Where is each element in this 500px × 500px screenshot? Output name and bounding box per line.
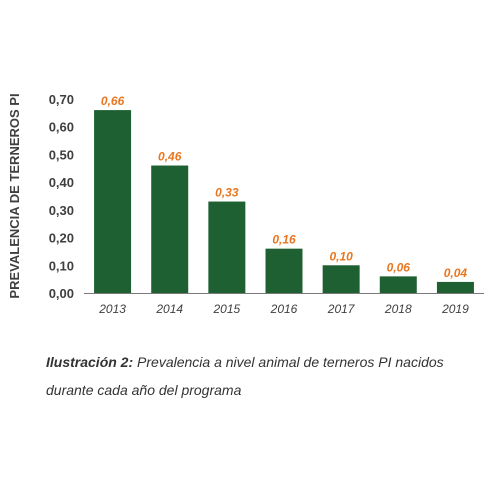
x-tick-label: 2017 <box>327 302 356 316</box>
y-tick-label: 0,20 <box>49 231 74 246</box>
data-label-2018: 0,06 <box>387 260 411 274</box>
bars <box>94 110 474 293</box>
data-label-2019: 0,04 <box>444 266 468 280</box>
bar-2017 <box>322 265 360 293</box>
x-tick-label: 2019 <box>441 302 469 316</box>
y-axis-title: PREVALENCIA DE TERNEROS PI <box>7 93 22 298</box>
bar-chart: PREVALENCIA DE TERNEROS PI 0,000,100,200… <box>7 92 484 316</box>
figure-caption: Ilustración 2: Prevalencia a nivel anima… <box>46 348 486 404</box>
y-tick-label: 0,30 <box>49 203 74 218</box>
bar-2018 <box>379 276 417 293</box>
y-tick-label: 0,00 <box>49 286 74 301</box>
x-tick-label: 2013 <box>98 302 126 316</box>
bar-2016 <box>265 248 303 293</box>
y-tick-label: 0,60 <box>49 120 74 135</box>
bar-2014 <box>151 165 189 293</box>
y-tick-label: 0,70 <box>49 92 74 107</box>
data-label-2016: 0,16 <box>272 233 296 247</box>
data-label-2014: 0,46 <box>158 150 182 164</box>
bar-2019 <box>436 281 474 293</box>
x-tick-label: 2016 <box>270 302 298 316</box>
data-label-2013: 0,66 <box>101 94 125 108</box>
bar-2013 <box>94 110 132 293</box>
y-tick-label: 0,10 <box>49 258 74 273</box>
x-tick-label: 2014 <box>155 302 183 316</box>
y-tick-label: 0,50 <box>49 147 74 162</box>
x-tick-label: 2015 <box>213 302 241 316</box>
y-axis-title-group: PREVALENCIA DE TERNEROS PI <box>7 93 22 298</box>
caption-label: Ilustración 2: <box>46 354 134 370</box>
data-label-2015: 0,33 <box>215 186 239 200</box>
x-tick-label: 2018 <box>384 302 412 316</box>
data-labels: 0,66 0,46 0,33 0,16 0,10 0,06 0,04 <box>101 94 468 280</box>
caption-text: Prevalencia a nivel animal de terneros P… <box>46 354 444 398</box>
y-tick-label: 0,40 <box>49 175 74 190</box>
data-label-2017: 0,10 <box>329 249 353 263</box>
x-axis-ticks: 2013 2014 2015 2016 2017 2018 2019 <box>98 302 469 316</box>
bar-2015 <box>208 201 246 293</box>
y-axis-ticks: 0,00 0,10 0,20 0,30 0,40 0,50 0,60 0,70 <box>49 92 74 301</box>
